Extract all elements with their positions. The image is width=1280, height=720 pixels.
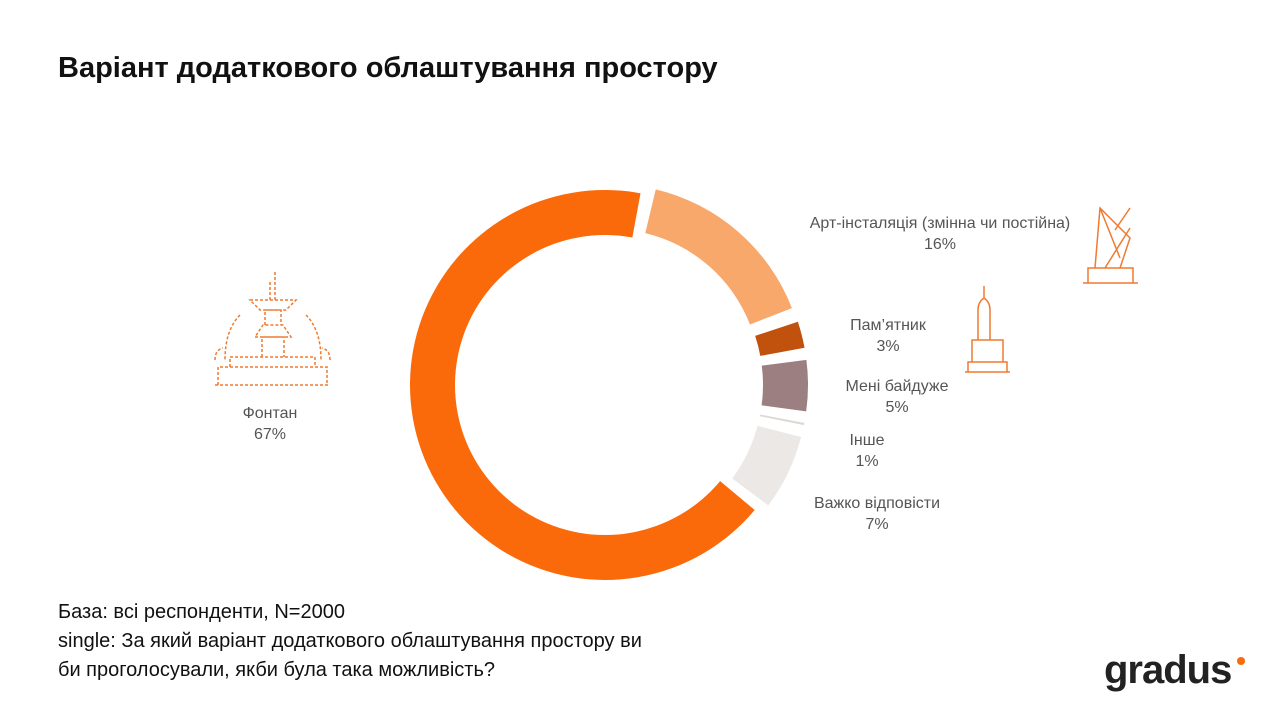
segment-label: Фонтан	[243, 405, 298, 422]
note-line: би проголосували, якби була така можливі…	[58, 659, 495, 681]
donut-segment	[410, 189, 755, 581]
segment-label: Важко відповісти	[814, 495, 940, 512]
donut-segment	[761, 359, 808, 412]
note-line: База: всі респонденти, N=2000	[58, 601, 345, 623]
fountain-icon	[214, 270, 331, 386]
segment-value: 3%	[876, 338, 899, 355]
donut-segment	[732, 425, 802, 506]
monument-icon	[965, 286, 1010, 373]
logo-dot	[1237, 657, 1245, 665]
chart-title: Варіант додаткового облаштування простор…	[58, 52, 718, 84]
segment-value: 7%	[865, 516, 888, 533]
donut-segment	[645, 189, 792, 325]
segment-label: Мені байдуже	[846, 378, 949, 395]
segment-value: 1%	[855, 453, 878, 470]
segment-label: Пам’ятник	[850, 317, 927, 334]
donut-segment	[755, 321, 805, 356]
segment-label: Арт-інсталяція (змінна чи постійна)	[810, 215, 1071, 232]
donut-segment	[759, 414, 805, 426]
segment-value: 67%	[254, 426, 286, 443]
art-icon	[1083, 206, 1138, 284]
note-line: single: За який варіант додаткового обла…	[58, 630, 642, 652]
segment-value: 5%	[885, 399, 908, 416]
notes: База: всі респонденти, N=2000 single: За…	[58, 598, 642, 685]
segment-label: Інше	[849, 432, 884, 449]
logo: gradus	[1104, 648, 1232, 692]
segment-value: 16%	[924, 236, 956, 253]
